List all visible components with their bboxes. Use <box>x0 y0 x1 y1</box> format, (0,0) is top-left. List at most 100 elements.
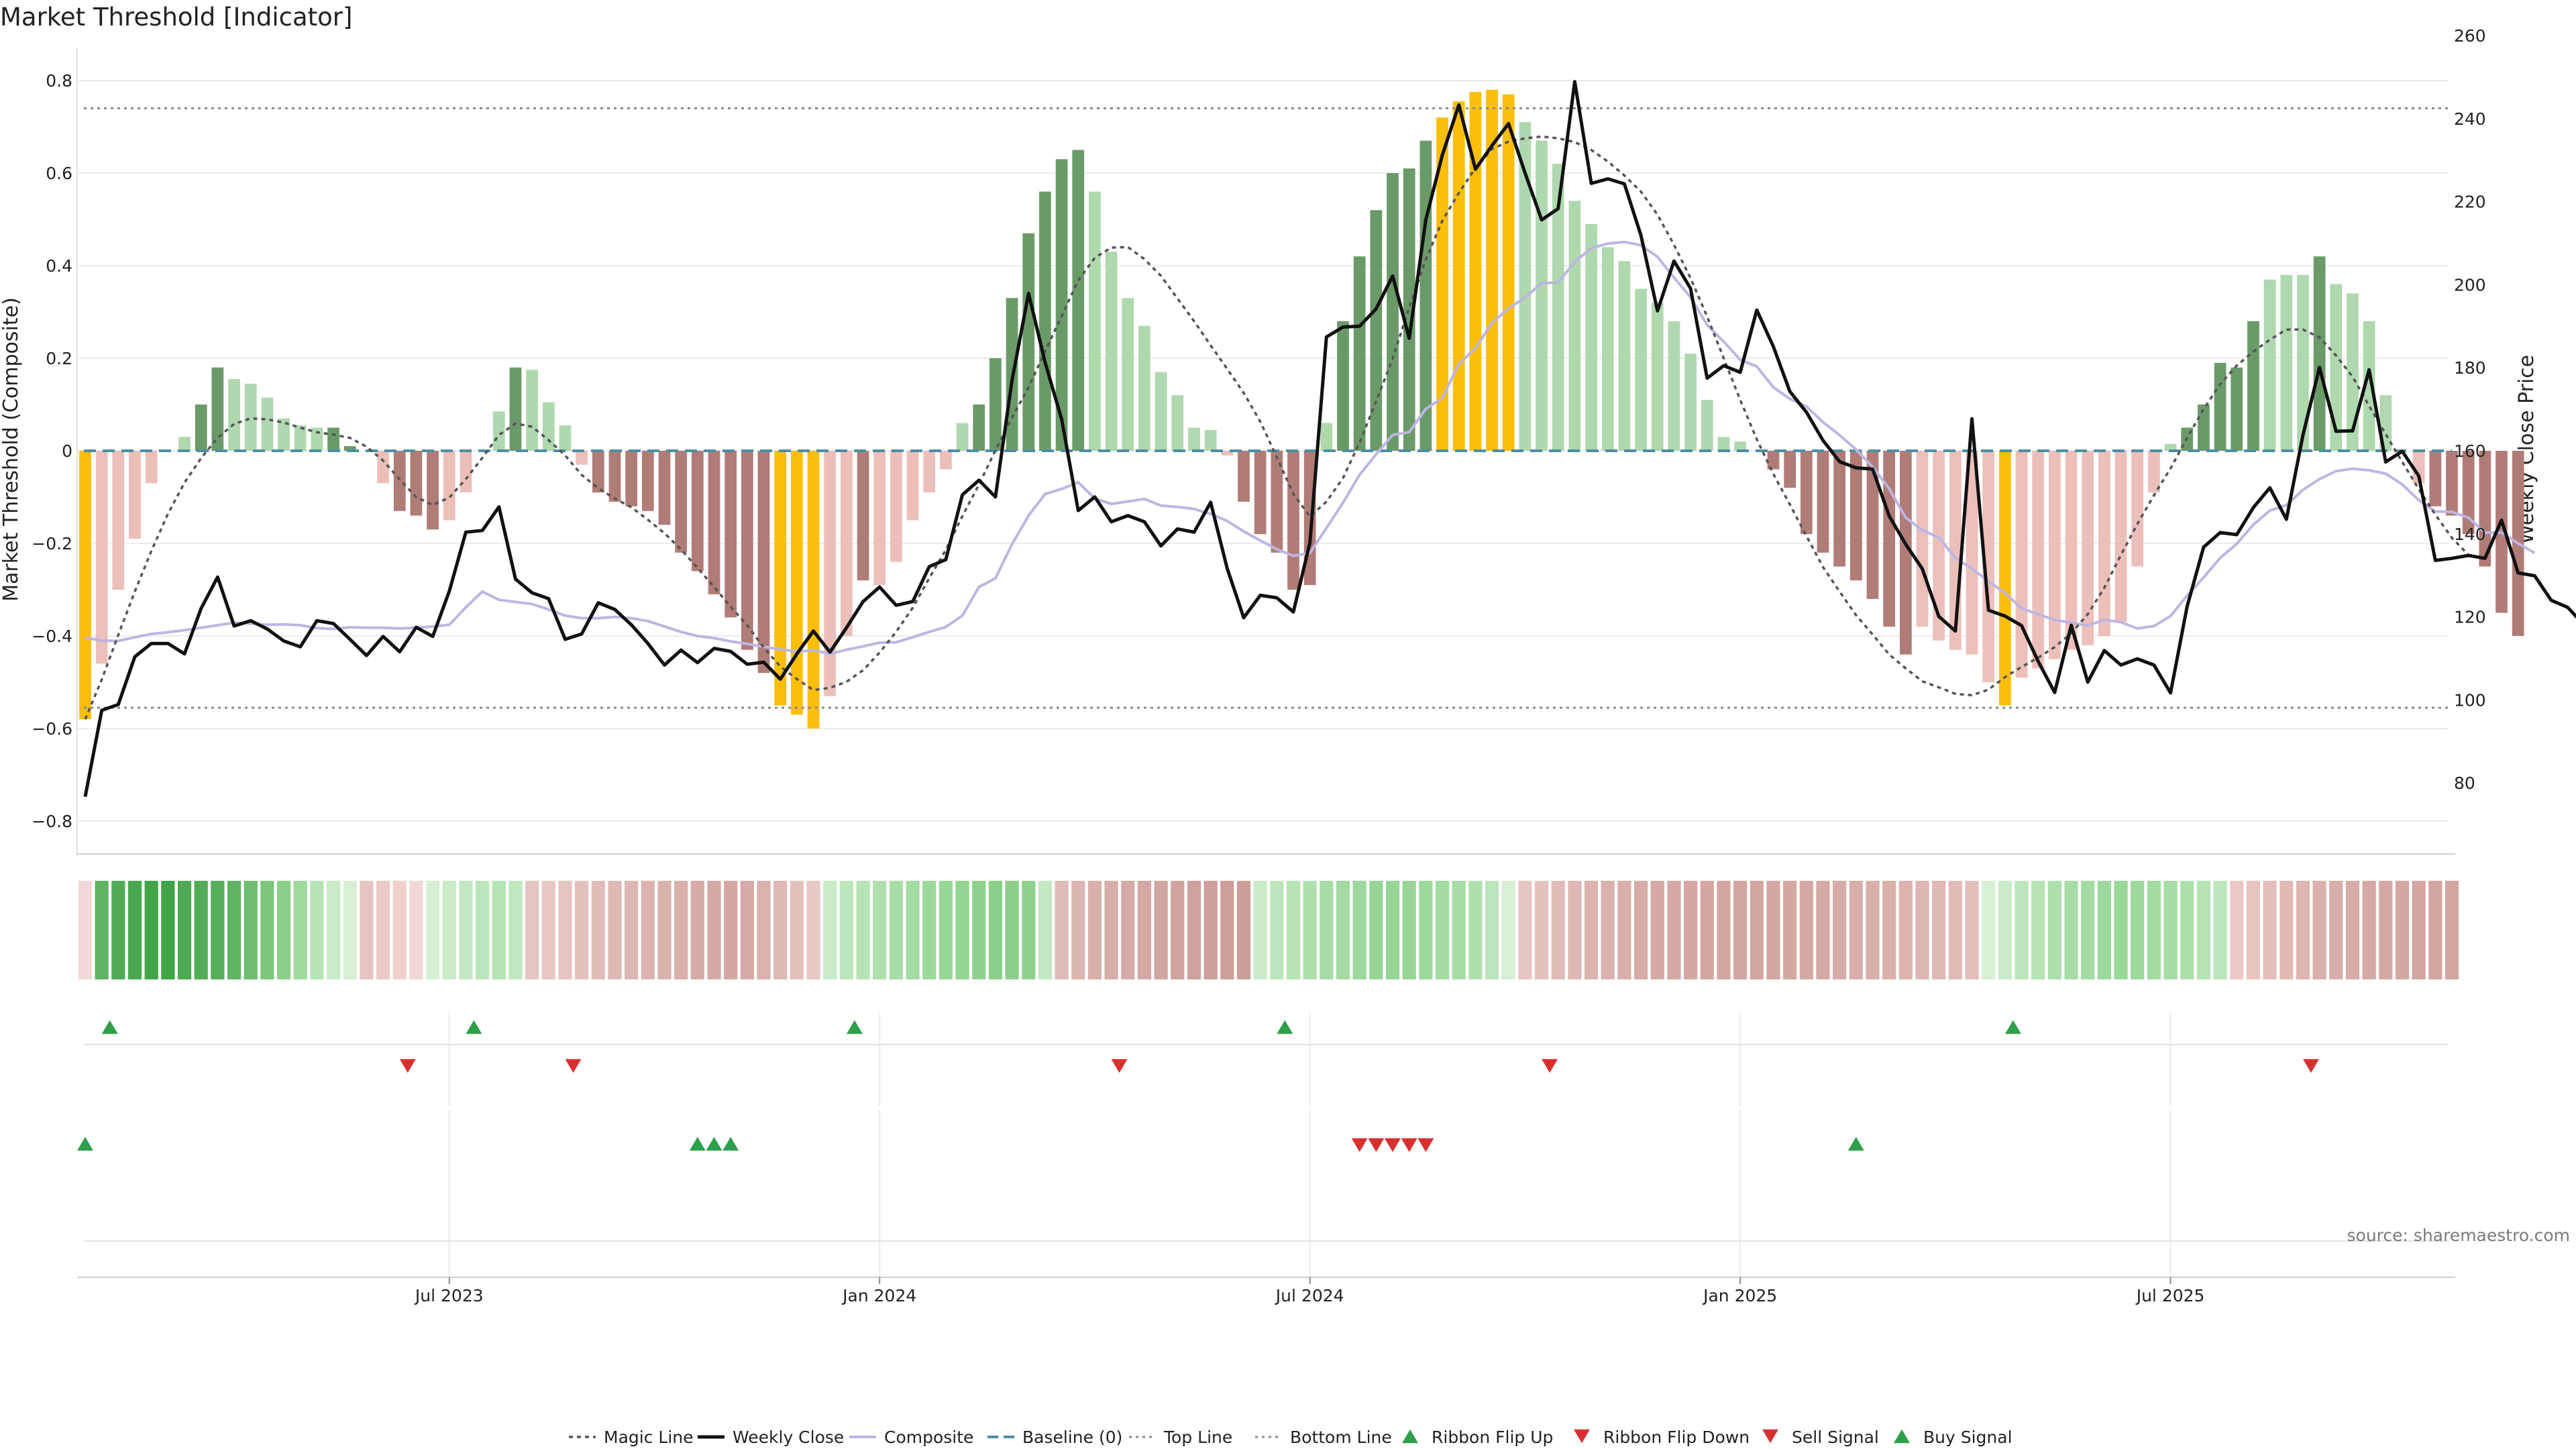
ribbon-cell <box>2428 881 2443 979</box>
ribbon-cell <box>2114 881 2128 979</box>
ribbon-cell <box>1171 881 1185 979</box>
ribbon-cell <box>1633 881 1648 979</box>
ribbon-cell <box>922 881 936 979</box>
composite-bar <box>923 451 936 493</box>
ribbon-cell <box>1733 881 1748 979</box>
ribbon-cell <box>2097 881 2112 979</box>
ribbon-cell <box>1833 881 1847 979</box>
ribbon-cell <box>1551 881 1565 979</box>
composite-line <box>85 240 2536 655</box>
composite-bar <box>1651 303 1664 451</box>
ribbon-cell <box>1915 881 1929 979</box>
ribbon-cell <box>227 881 241 979</box>
ribbon-cell <box>1882 881 1896 979</box>
ribbon-cell <box>2362 881 2376 979</box>
composite-bar <box>1966 451 1978 655</box>
composite-bar <box>2049 451 2061 659</box>
composite-bar <box>1188 427 1200 451</box>
composite-bar <box>2280 274 2293 451</box>
ribbon-cell <box>1534 881 1549 979</box>
ribbon-cell <box>541 881 555 979</box>
ribbon-cell <box>1717 881 1731 979</box>
composite-bar <box>2313 256 2326 451</box>
composite-bar <box>2330 284 2343 451</box>
composite-bar <box>178 437 191 451</box>
legend-label: Ribbon Flip Down <box>1603 1428 1750 1447</box>
weekly-close-line <box>83 80 2576 798</box>
composite-bar <box>79 451 91 720</box>
composite-bar <box>211 367 224 451</box>
ribbon-cell <box>194 881 208 979</box>
ribbon-cell <box>2180 881 2194 979</box>
composite-bar <box>1684 354 1697 451</box>
left-tick-label: −0.8 <box>32 812 72 831</box>
ribbon-cell <box>839 881 853 979</box>
composite-bar <box>1585 223 1597 451</box>
composite-bar <box>1452 101 1465 451</box>
legend-label: Bottom Line <box>1290 1428 1392 1447</box>
ribbon-cell <box>1866 881 1880 979</box>
ribbon-cell <box>2296 881 2310 979</box>
ribbon-cell <box>1038 881 1053 979</box>
ribbon-cell <box>2345 881 2360 979</box>
ribbon-cell <box>1104 881 1118 979</box>
composite-bar <box>1089 191 1101 451</box>
ribbon-cell <box>343 881 357 979</box>
composite-bar <box>129 451 141 539</box>
ribbon-cell <box>707 881 721 979</box>
ribbon-cell <box>392 881 407 979</box>
ribbon-cell <box>360 881 374 979</box>
composite-bar <box>1353 256 1366 451</box>
composite-bar <box>658 451 671 525</box>
composite-bar <box>807 451 820 729</box>
composite-bar <box>774 451 787 706</box>
composite-bar <box>427 451 439 530</box>
composite-bar <box>1155 372 1167 451</box>
ribbon-cell <box>740 881 754 979</box>
sell-signal-marker <box>1368 1138 1385 1152</box>
legend-item-close: Weekly Close <box>698 1428 844 1447</box>
ribbon-cell <box>508 881 523 979</box>
composite-bar <box>724 451 737 618</box>
ribbon-cell <box>525 881 539 979</box>
composite-bar <box>112 451 125 590</box>
composite-bar <box>1419 140 1432 451</box>
composite-bar <box>311 427 323 451</box>
legend-label: Ribbon Flip Up <box>1432 1428 1553 1447</box>
right-tick-label: 220 <box>2454 193 2486 212</box>
ribbon-cell <box>856 881 870 979</box>
composite-bar <box>1337 321 1349 451</box>
ribbon-cell <box>558 881 572 979</box>
ribbon-cell <box>1799 881 1813 979</box>
ribbon-cell <box>78 881 93 979</box>
ribbon-cell <box>1303 881 1317 979</box>
ribbon-cell <box>690 881 704 979</box>
ribbon-cell <box>724 881 738 979</box>
ribbon-cell <box>409 881 423 979</box>
composite-bar <box>592 451 604 493</box>
right-tick-label: 180 <box>2454 358 2486 378</box>
composite-bar <box>145 451 158 484</box>
date-axis: Jul 2023 Jan 2024 Jul 2024 Jan 2025 Jul 2025 <box>77 1277 2455 1305</box>
ribbon-flip-up-marker <box>2004 1020 2021 1034</box>
ribbon-cell <box>293 881 307 979</box>
ribbon-cell <box>111 881 125 979</box>
ribbon-cell <box>1783 881 1797 979</box>
composite-bar <box>2363 321 2375 451</box>
ribbon-cell <box>955 881 969 979</box>
composite-bar <box>1767 451 1780 470</box>
composite-bar <box>625 451 638 506</box>
ribbon-cell <box>310 881 324 979</box>
composite-bar <box>559 425 572 451</box>
composite-bar <box>443 451 455 521</box>
ribbon-cell <box>161 881 175 979</box>
composite-bar <box>2198 405 2210 451</box>
ribbon-cell <box>1402 881 1416 979</box>
composite-bar <box>1022 233 1035 451</box>
legend-item-flip_down: Ribbon Flip Down <box>1574 1428 1750 1447</box>
ribbon-cell <box>1816 881 1830 979</box>
buy-signal-marker <box>722 1136 739 1151</box>
ribbon-cell <box>1982 881 1996 979</box>
ribbon-cell <box>2047 881 2062 979</box>
composite-bar <box>873 451 886 586</box>
